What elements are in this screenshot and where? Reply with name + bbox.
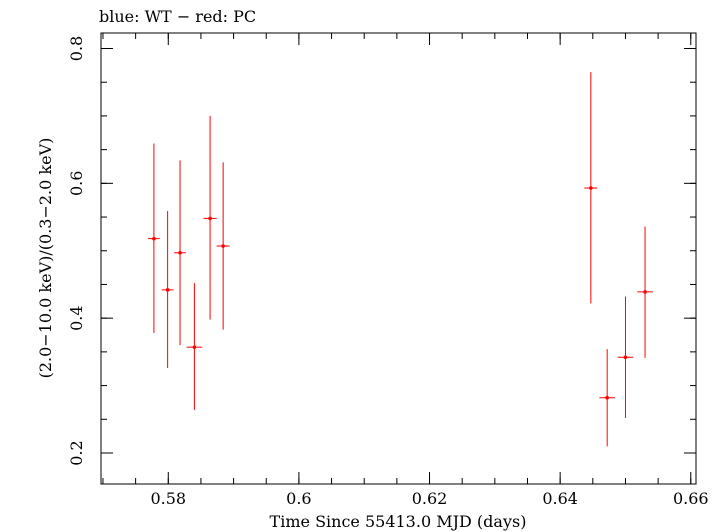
y-tick-label: 0.2: [67, 440, 86, 465]
data-point: [599, 349, 616, 447]
plot-frame: [100, 32, 697, 485]
point-marker: [589, 186, 593, 190]
data-point: [174, 160, 186, 346]
y-tick-label: 0.8: [67, 36, 86, 61]
data-point: [637, 226, 653, 358]
chart-title: blue: WT − red: PC: [99, 7, 256, 26]
x-axis: 0.58 0.6 0.62 0.64 0.66: [102, 33, 709, 508]
data-series: [148, 72, 653, 447]
point-marker: [605, 395, 609, 400]
x-tick-label: 0.6: [286, 489, 311, 508]
x-tick-label: 0.64: [542, 489, 578, 508]
point-marker: [221, 244, 225, 248]
y-tick-label: 0.6: [67, 171, 86, 196]
data-point: [617, 296, 634, 418]
point-marker: [165, 288, 170, 292]
y-axis: 0.2 0.4 0.6 0.8: [67, 36, 696, 466]
data-point: [161, 210, 174, 369]
data-point: [203, 115, 217, 320]
point-marker: [208, 216, 212, 221]
point-marker: [178, 250, 182, 255]
x-tick-label: 0.66: [673, 489, 709, 508]
x-tick-label: 0.62: [412, 489, 448, 508]
data-point: [216, 162, 230, 330]
data-point: [584, 72, 598, 304]
point-marker: [623, 355, 628, 360]
point-marker: [152, 236, 156, 241]
y-axis-label: (2.0−10.0 keV)/(0.3−2.0 keV): [36, 138, 55, 379]
data-point: [186, 283, 203, 410]
y-tick-label: 0.4: [67, 305, 86, 330]
data-point: [148, 143, 160, 333]
point-marker: [643, 290, 647, 294]
x-axis-label: Time Since 55413.0 MJD (days): [270, 512, 527, 531]
point-marker: [192, 345, 197, 349]
x-tick-label: 0.58: [150, 489, 186, 508]
